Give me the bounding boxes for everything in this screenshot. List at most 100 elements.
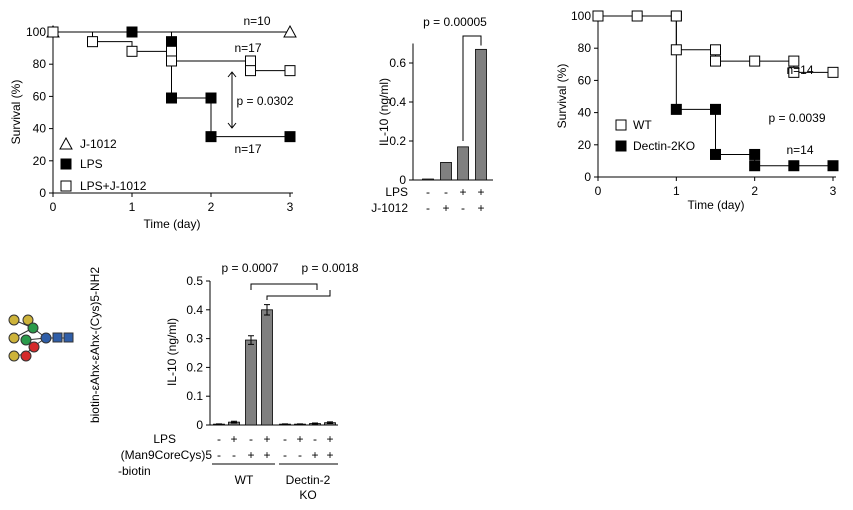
condition-sign: - bbox=[426, 201, 430, 215]
error-bar bbox=[231, 420, 237, 424]
row-label: LPS bbox=[153, 432, 176, 446]
error-bar bbox=[297, 423, 303, 425]
series-line bbox=[53, 31, 290, 138]
condition-sign: + bbox=[296, 432, 303, 446]
legend-label: J-1012 bbox=[80, 137, 117, 151]
condition-sign: + bbox=[459, 185, 466, 199]
y-tick-label: 0.3 bbox=[186, 332, 203, 346]
condition-sign: + bbox=[442, 201, 449, 215]
condition-sign: - bbox=[217, 432, 221, 446]
annotation: n=17 bbox=[234, 41, 261, 55]
legend-label: WT bbox=[633, 118, 652, 132]
x-tick-label: 1 bbox=[673, 184, 680, 198]
point bbox=[592, 10, 604, 22]
point bbox=[245, 65, 256, 77]
point bbox=[631, 10, 643, 22]
point bbox=[205, 131, 217, 143]
condition-sign: + bbox=[230, 432, 237, 446]
bar bbox=[422, 178, 434, 181]
y-tick-label: 0.4 bbox=[186, 303, 203, 317]
y-tick-label: 0.2 bbox=[389, 134, 406, 148]
p-bracket bbox=[250, 283, 318, 290]
p-arrow bbox=[227, 71, 237, 129]
condition-sign: + bbox=[247, 448, 254, 462]
x-tick-label: 0 bbox=[50, 200, 57, 214]
condition-sign: + bbox=[326, 432, 333, 446]
legend-marker bbox=[59, 136, 73, 150]
y-tick-label: 0.2 bbox=[186, 360, 203, 374]
point bbox=[749, 55, 761, 67]
point bbox=[245, 55, 256, 67]
point bbox=[670, 103, 682, 115]
point bbox=[47, 26, 59, 38]
group-label: KO bbox=[299, 488, 316, 502]
condition-sign: - bbox=[444, 185, 448, 199]
x-tick-label: 3 bbox=[287, 200, 294, 214]
condition-sign: - bbox=[232, 448, 236, 462]
x-axis-label: Time (day) bbox=[688, 198, 745, 212]
condition-sign: - bbox=[217, 448, 221, 462]
point bbox=[827, 66, 839, 78]
condition-sign: - bbox=[298, 448, 302, 462]
bar bbox=[475, 48, 487, 181]
annotation: n=10 bbox=[243, 14, 270, 28]
y-tick-label: 100 bbox=[571, 9, 591, 23]
axes bbox=[209, 281, 338, 426]
annotation: p = 0.0018 bbox=[301, 261, 358, 275]
error-bar bbox=[264, 304, 270, 316]
legend-marker bbox=[615, 140, 627, 152]
annotation: p = 0.0039 bbox=[768, 111, 825, 125]
structure-label: biotin-εAhx-εAhx-(Cys)5-NH2 bbox=[88, 267, 102, 423]
annotation: p = 0.0302 bbox=[236, 94, 293, 108]
condition-sign: - bbox=[283, 448, 287, 462]
glycan-structure bbox=[8, 314, 74, 362]
y-tick-label: 0 bbox=[39, 186, 46, 200]
point bbox=[166, 36, 177, 48]
condition-sign: - bbox=[283, 432, 287, 446]
point bbox=[283, 24, 297, 38]
x-tick-label: 2 bbox=[751, 184, 758, 198]
y-axis-label: Survival (%) bbox=[555, 64, 569, 129]
condition-sign: + bbox=[311, 448, 318, 462]
annotation: n=14 bbox=[786, 63, 813, 77]
y-tick-label: 100 bbox=[26, 25, 46, 39]
condition-sign: + bbox=[326, 448, 333, 462]
x-axis-label: Time (day) bbox=[144, 217, 201, 231]
bar bbox=[245, 339, 257, 426]
annotation: n=17 bbox=[234, 142, 261, 156]
y-tick-label: 20 bbox=[578, 138, 592, 152]
point bbox=[710, 103, 721, 115]
point bbox=[126, 26, 138, 38]
point bbox=[710, 55, 721, 67]
annotation: n=14 bbox=[786, 143, 813, 157]
p-bracket bbox=[462, 35, 482, 141]
y-tick-label: 20 bbox=[33, 154, 47, 168]
error-bar bbox=[327, 421, 333, 425]
point bbox=[788, 160, 800, 172]
row-label: (Man9CoreCys)5 bbox=[121, 448, 213, 462]
row-label: -biotin bbox=[118, 464, 151, 478]
y-tick-label: 80 bbox=[33, 57, 47, 71]
y-tick-label: 0 bbox=[584, 170, 591, 184]
y-tick-label: 0.6 bbox=[389, 56, 406, 70]
condition-sign: + bbox=[477, 185, 484, 199]
bar bbox=[457, 146, 469, 181]
series-line bbox=[598, 15, 833, 73]
point bbox=[710, 44, 721, 56]
y-tick-label: 60 bbox=[578, 73, 592, 87]
legend-marker bbox=[60, 180, 72, 192]
point bbox=[166, 55, 177, 67]
annotation: p = 0.00005 bbox=[423, 15, 487, 29]
condition-sign: - bbox=[313, 432, 317, 446]
point bbox=[205, 92, 217, 104]
condition-sign: + bbox=[477, 201, 484, 215]
point bbox=[284, 65, 296, 77]
point bbox=[166, 92, 177, 104]
y-tick-label: 0 bbox=[196, 418, 203, 432]
legend-marker bbox=[615, 119, 627, 131]
x-tick-label: 3 bbox=[830, 184, 837, 198]
y-axis-label: IL-10 (ng/ml) bbox=[165, 318, 179, 386]
bar bbox=[261, 309, 273, 426]
group-label: Dectin-2 bbox=[286, 473, 331, 487]
